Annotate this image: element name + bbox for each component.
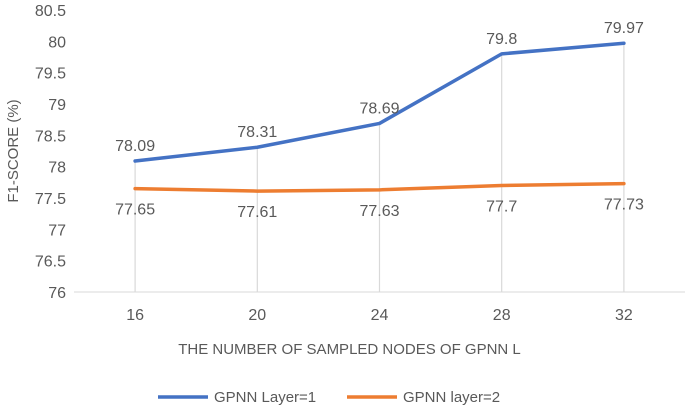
x-tick-label: 20 — [248, 307, 266, 324]
data-label: 78.09 — [115, 138, 155, 155]
x-tick-label: 28 — [493, 307, 511, 324]
y-tick-label: 80 — [48, 34, 66, 51]
x-axis: 16 20 24 28 32 — [74, 291, 685, 324]
y-tick-label: 76.5 — [35, 254, 66, 271]
y-tick-label: 79.5 — [35, 66, 66, 83]
data-label: 79.97 — [604, 20, 644, 37]
x-axis-title: THE NUMBER OF SAMPLED NODES OF GPNN L — [178, 341, 521, 358]
data-label: 77.63 — [359, 203, 399, 220]
y-tick-label: 77 — [48, 222, 66, 239]
y-tick-label: 76 — [48, 285, 66, 302]
data-label: 78.31 — [237, 124, 277, 141]
data-label: 78.69 — [359, 100, 399, 117]
x-tick-label: 16 — [126, 307, 144, 324]
legend-label: GPNN Layer=1 — [214, 389, 316, 406]
data-label: 77.61 — [237, 204, 277, 221]
data-label: 79.8 — [486, 31, 517, 48]
data-label: 77.73 — [604, 197, 644, 214]
y-axis-title: F1-SCORE (%) — [5, 99, 22, 202]
legend-label: GPNN layer=2 — [403, 389, 500, 406]
x-tick-label: 32 — [615, 307, 633, 324]
y-tick-label: 78 — [48, 160, 66, 177]
y-tick-label: 80.5 — [35, 3, 66, 20]
x-tick-label: 24 — [371, 307, 389, 324]
legend: GPNN Layer=1 GPNN layer=2 — [158, 389, 500, 406]
plot-area: 78.09 78.31 78.69 79.8 79.97 77.65 77.61 77.63 7… — [115, 20, 644, 292]
data-label: 77.65 — [115, 202, 155, 219]
y-tick-label: 78.5 — [35, 128, 66, 145]
y-tick-label: 77.5 — [35, 191, 66, 208]
y-axis: 76 76.5 77 77.5 78 78.5 79 79.5 80 80.5 — [35, 3, 66, 302]
data-label: 77.7 — [486, 198, 517, 215]
y-tick-label: 79 — [48, 97, 66, 114]
